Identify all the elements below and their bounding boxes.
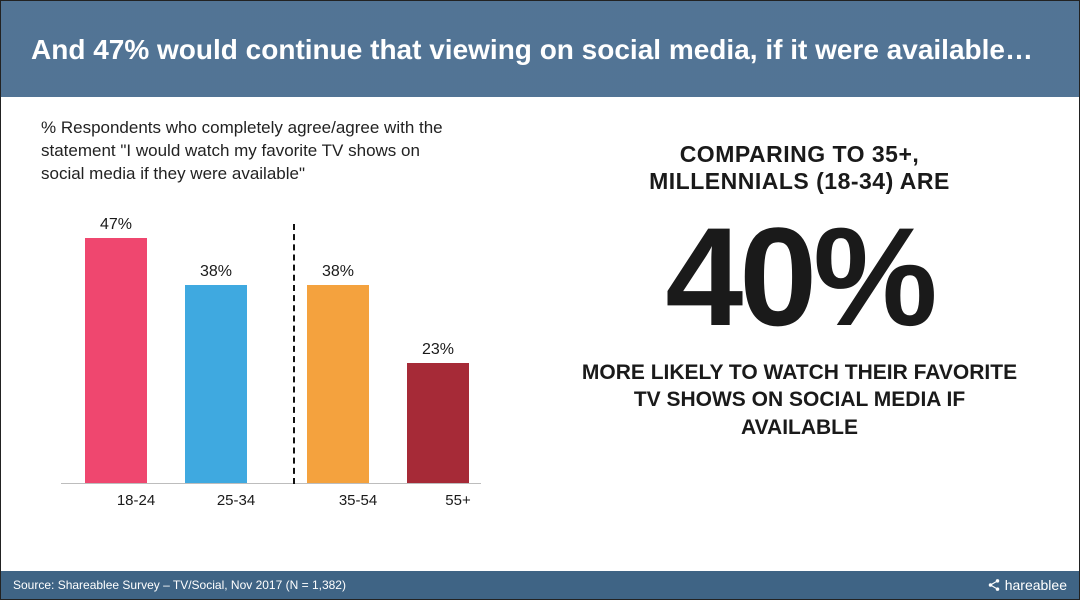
bar-fill	[307, 285, 369, 483]
bar-35-54: 38%	[307, 285, 369, 483]
share-icon	[987, 578, 1001, 592]
slide-body: % Respondents who completely agree/agree…	[1, 97, 1079, 571]
x-label: 35-54	[318, 492, 398, 509]
comparison-panel: COMPARING TO 35+, MILLENNIALS (18-34) AR…	[540, 97, 1079, 571]
slide: And 47% would continue that viewing on s…	[0, 0, 1080, 600]
bar-18-24: 47%	[85, 238, 147, 482]
x-label: 18-24	[96, 492, 176, 509]
comparison-line3: MORE LIKELY TO WATCH THEIR FAVORITE TV S…	[580, 359, 1020, 441]
chart-caption: % Respondents who completely agree/agree…	[41, 117, 461, 186]
chart-plot-area: 47% 38% 38% 23%	[61, 224, 481, 484]
slide-header: And 47% would continue that viewing on s…	[1, 1, 1079, 97]
bar-fill	[85, 238, 147, 482]
chart-group-divider	[293, 224, 295, 484]
bar-55plus: 23%	[407, 363, 469, 483]
footer-source: Source: Shareablee Survey – TV/Social, N…	[13, 578, 346, 592]
footer-brand-text: hareablee	[1005, 577, 1067, 593]
bar-value-label: 47%	[85, 216, 147, 234]
bar-25-34: 38%	[185, 285, 247, 483]
chart-panel: % Respondents who completely agree/agree…	[1, 97, 540, 571]
comparison-line1: COMPARING TO 35+,	[680, 141, 920, 168]
slide-title: And 47% would continue that viewing on s…	[31, 32, 1033, 67]
x-label: 55+	[418, 492, 498, 509]
slide-footer: Source: Shareablee Survey – TV/Social, N…	[1, 571, 1079, 599]
footer-brand: hareablee	[987, 577, 1067, 593]
comparison-line2: MILLENNIALS (18-34) ARE	[649, 168, 950, 195]
comparison-big-number: 40%	[665, 207, 933, 347]
bar-fill	[185, 285, 247, 483]
chart-x-labels: 18-24 25-34 35-54 55+	[61, 492, 481, 512]
bar-fill	[407, 363, 469, 483]
bar-value-label: 23%	[407, 341, 469, 359]
bar-value-label: 38%	[185, 263, 247, 281]
x-label: 25-34	[196, 492, 276, 509]
bar-value-label: 38%	[307, 263, 369, 281]
bar-chart: 47% 38% 38% 23%	[41, 194, 481, 524]
